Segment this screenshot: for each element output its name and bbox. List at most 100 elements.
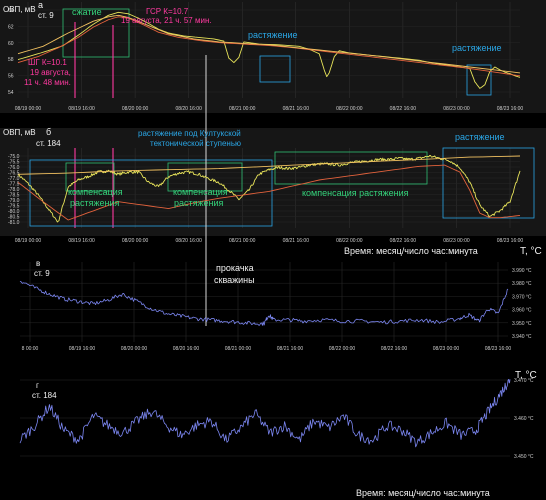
- annotation-compensation-1b: растяжения: [70, 198, 120, 208]
- y-tick-label: 60: [8, 41, 14, 47]
- x-tick-label: 08/21 16:00: [283, 238, 310, 244]
- x-tick-label: 08/23 00:00: [433, 346, 460, 352]
- series-line: [19, 280, 509, 326]
- series-line: [17, 16, 521, 77]
- y-tick-label: -80.0: [8, 209, 20, 215]
- panel-a-ylabel: ОВП, мВ: [3, 5, 36, 14]
- annotation-pumping-1: прокачка: [216, 263, 254, 273]
- y-tick-label: 3.450 °C: [514, 454, 534, 460]
- panel-g-xlabel: Время: месяц/число час:минута: [356, 488, 490, 498]
- annotation-compensation-1a: компенсация: [68, 187, 123, 197]
- series-line: [17, 14, 521, 74]
- x-tick-label: 08/23 00:00: [443, 238, 470, 244]
- x-tick-label: 08/20 00:00: [122, 106, 149, 112]
- extension-box-1: [259, 55, 291, 83]
- annotation-compensation-2a: компенсация: [173, 187, 228, 197]
- panel-b-xlabel: Время: месяц/число час:минута: [344, 246, 478, 256]
- panel-g-station: ст. 184: [32, 391, 57, 400]
- y-tick-label: 58: [8, 57, 14, 63]
- annotation-shg-date: 19 августа,: [30, 68, 71, 77]
- annotation-gsr-k: ГСР К=10.7: [146, 7, 189, 16]
- panel-b-ylabel: ОВП, мВ: [3, 128, 36, 137]
- panel-b-letter: б: [46, 127, 51, 137]
- panel-v-station: ст. 9: [34, 269, 50, 278]
- panel-a-station: ст. 9: [38, 11, 54, 20]
- y-tick-label: -75.5: [8, 160, 20, 166]
- panel-v-letter: в: [36, 259, 40, 268]
- y-tick-label: -81.0: [8, 220, 20, 226]
- y-tick-label: 3.950 °C: [512, 321, 532, 327]
- y-tick-label: -78.5: [8, 193, 20, 199]
- panel-a-letter: а: [38, 0, 43, 10]
- x-tick-label: 08/19 16:00: [68, 106, 95, 112]
- x-tick-label: 08/20 00:00: [121, 346, 148, 352]
- x-tick-label: 08/21 00:00: [229, 106, 256, 112]
- panel-v-plot: [20, 255, 520, 348]
- x-tick-label: 08/20 16:00: [173, 346, 200, 352]
- x-tick-label: 08/22 00:00: [336, 238, 363, 244]
- annotation-compensation-3: компенсация растяжения: [302, 188, 409, 198]
- x-tick-label: 08/22 16:00: [390, 106, 417, 112]
- x-tick-label: 08/20 16:00: [175, 238, 202, 244]
- series-line: [17, 155, 521, 175]
- x-tick-label: 08/23 16:00: [497, 238, 524, 244]
- y-tick-label: -79.0: [8, 198, 20, 204]
- annotation-extension-1: растяжение: [248, 30, 298, 40]
- kultuk-extension-box: [29, 159, 273, 227]
- extension-box-3: [442, 147, 535, 219]
- x-tick-label: 08/22 00:00: [329, 346, 356, 352]
- panel-g-t-label: T, °C: [515, 370, 537, 381]
- x-tick-label: 08/19 00:00: [15, 106, 42, 112]
- y-tick-label: 3.460 °C: [514, 416, 534, 422]
- x-tick-label: 08/22 16:00: [390, 238, 417, 244]
- x-tick-label: 08/21 00:00: [229, 238, 256, 244]
- annotation-compression: сжатие: [72, 7, 102, 17]
- y-tick-label: 3.960 °C: [512, 308, 532, 314]
- x-tick-label: 08/22 16:00: [381, 346, 408, 352]
- y-tick-label: -77.0: [8, 176, 20, 182]
- annotation-shg-time: 11 ч. 48 мин.: [24, 78, 71, 87]
- series-line: [17, 11, 521, 89]
- x-tick-label: 08/20 16:00: [175, 106, 202, 112]
- x-tick-label: 08/23 16:00: [497, 106, 524, 112]
- annotation-extension-2: растяжение: [452, 43, 502, 53]
- y-tick-label: 3.990 °C: [512, 268, 532, 274]
- x-tick-label: 08/19 00:00: [15, 238, 42, 244]
- panel-a-plot: [0, 0, 546, 113]
- annotation-compensation-2b: растяжения: [174, 198, 224, 208]
- annotation-kultuk-1: растяжение под Култукской: [138, 129, 241, 138]
- extension-box-2: [466, 64, 492, 96]
- panel-b-plot: [0, 128, 546, 236]
- y-tick-label: 3.980 °C: [512, 281, 532, 287]
- y-tick-label: -76.5: [8, 171, 20, 177]
- panel-g-letter: г: [36, 381, 39, 390]
- y-tick-label: -77.5: [8, 182, 20, 188]
- x-tick-label: 08/19 16:00: [69, 346, 96, 352]
- y-tick-label: -79.5: [8, 204, 20, 210]
- x-tick-label: 08/23 16:00: [485, 346, 512, 352]
- y-tick-label: 64: [8, 8, 14, 14]
- annotation-shg-k: ШГ К=10.1: [28, 58, 67, 67]
- x-tick-label: 08/22 00:00: [336, 106, 363, 112]
- panel-b-station: ст. 184: [36, 139, 61, 148]
- y-tick-label: -78.0: [8, 187, 20, 193]
- y-tick-label: -76.0: [8, 165, 20, 171]
- x-tick-label: 08/21 16:00: [277, 346, 304, 352]
- y-tick-label: 62: [8, 24, 14, 30]
- annotation-pumping-2: скважины: [214, 275, 255, 285]
- y-tick-label: 3.470 °C: [514, 378, 534, 384]
- y-tick-label: -80.5: [8, 215, 20, 221]
- x-tick-label: 08/20 00:00: [122, 238, 149, 244]
- annotation-extension-3: растяжение: [455, 132, 505, 142]
- compression-box: [62, 8, 130, 58]
- panel-b-t-label: T, °C: [520, 246, 542, 257]
- annotation-kultuk-2: тектонической ступенью: [150, 139, 241, 148]
- y-tick-label: 3.970 °C: [512, 294, 532, 300]
- x-tick-label: 08/21 00:00: [225, 346, 252, 352]
- y-tick-label: 56: [8, 74, 14, 80]
- x-tick-label: 08/23 00:00: [443, 106, 470, 112]
- compensation-box-1: [65, 162, 115, 192]
- panel-g-plot: [20, 362, 520, 469]
- x-tick-label: 8 00:00: [22, 346, 39, 352]
